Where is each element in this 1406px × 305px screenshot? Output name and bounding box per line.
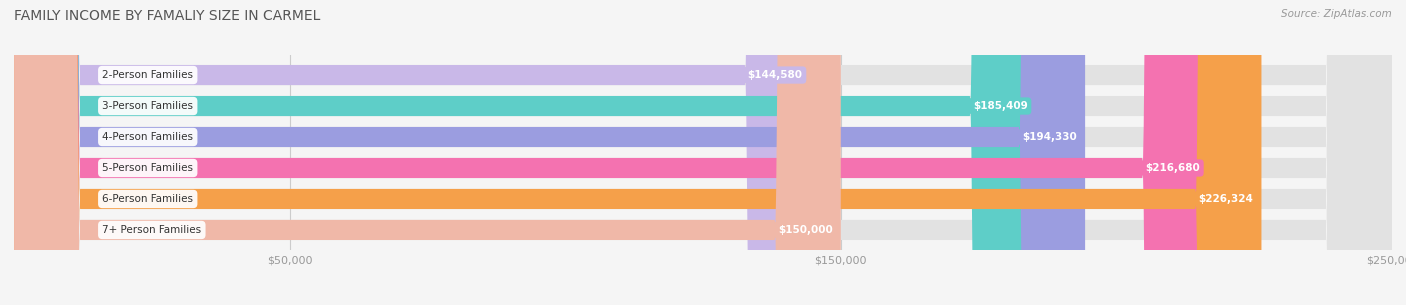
Text: 4-Person Families: 4-Person Families bbox=[103, 132, 193, 142]
FancyBboxPatch shape bbox=[14, 0, 1208, 305]
Text: $150,000: $150,000 bbox=[778, 225, 832, 235]
Text: $226,324: $226,324 bbox=[1198, 194, 1253, 204]
FancyBboxPatch shape bbox=[14, 0, 1392, 305]
FancyBboxPatch shape bbox=[14, 0, 1085, 305]
FancyBboxPatch shape bbox=[14, 0, 1392, 305]
FancyBboxPatch shape bbox=[14, 0, 1392, 305]
FancyBboxPatch shape bbox=[14, 0, 1392, 305]
FancyBboxPatch shape bbox=[14, 0, 1036, 305]
Text: $216,680: $216,680 bbox=[1146, 163, 1201, 173]
Text: 3-Person Families: 3-Person Families bbox=[103, 101, 193, 111]
Text: 5-Person Families: 5-Person Families bbox=[103, 163, 193, 173]
Text: 7+ Person Families: 7+ Person Families bbox=[103, 225, 201, 235]
Text: Source: ZipAtlas.com: Source: ZipAtlas.com bbox=[1281, 9, 1392, 19]
FancyBboxPatch shape bbox=[14, 0, 811, 305]
Text: 6-Person Families: 6-Person Families bbox=[103, 194, 193, 204]
FancyBboxPatch shape bbox=[14, 0, 841, 305]
Text: FAMILY INCOME BY FAMALIY SIZE IN CARMEL: FAMILY INCOME BY FAMALIY SIZE IN CARMEL bbox=[14, 9, 321, 23]
FancyBboxPatch shape bbox=[14, 0, 1392, 305]
Text: 2-Person Families: 2-Person Families bbox=[103, 70, 193, 80]
Text: $144,580: $144,580 bbox=[748, 70, 803, 80]
Text: $194,330: $194,330 bbox=[1022, 132, 1077, 142]
FancyBboxPatch shape bbox=[14, 0, 1261, 305]
Text: $185,409: $185,409 bbox=[973, 101, 1028, 111]
FancyBboxPatch shape bbox=[14, 0, 1392, 305]
